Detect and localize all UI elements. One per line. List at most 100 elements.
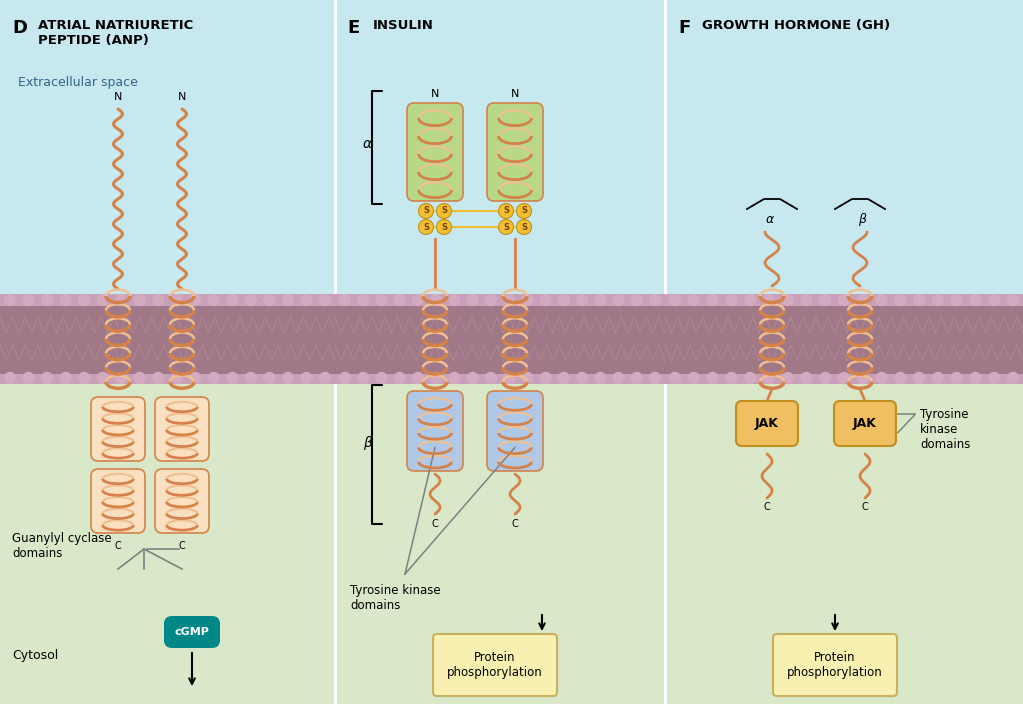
Circle shape — [857, 294, 869, 306]
Text: F: F — [678, 19, 691, 37]
Text: C: C — [763, 502, 770, 512]
Circle shape — [449, 294, 460, 306]
Circle shape — [418, 220, 434, 234]
Circle shape — [783, 294, 793, 306]
Circle shape — [485, 294, 496, 306]
Circle shape — [839, 372, 849, 384]
Circle shape — [540, 294, 551, 306]
Text: S: S — [521, 206, 527, 215]
Circle shape — [468, 372, 478, 384]
Circle shape — [171, 294, 182, 306]
Circle shape — [60, 294, 71, 306]
Text: D: D — [12, 19, 27, 37]
Circle shape — [801, 294, 812, 306]
Circle shape — [134, 294, 145, 306]
Circle shape — [190, 294, 201, 306]
Circle shape — [24, 372, 34, 384]
Circle shape — [876, 372, 887, 384]
Circle shape — [819, 372, 831, 384]
FancyBboxPatch shape — [335, 372, 665, 384]
Text: N: N — [114, 92, 122, 102]
Circle shape — [376, 294, 387, 306]
FancyBboxPatch shape — [487, 103, 543, 201]
Circle shape — [431, 372, 442, 384]
Circle shape — [1008, 372, 1019, 384]
Circle shape — [932, 294, 943, 306]
Circle shape — [932, 372, 943, 384]
FancyBboxPatch shape — [91, 397, 145, 461]
Circle shape — [631, 294, 642, 306]
Circle shape — [24, 294, 34, 306]
Circle shape — [358, 294, 368, 306]
Circle shape — [412, 372, 424, 384]
Circle shape — [60, 372, 71, 384]
Circle shape — [517, 203, 532, 218]
Text: GROWTH HORMONE (GH): GROWTH HORMONE (GH) — [702, 19, 890, 32]
Text: Cytosol: Cytosol — [12, 649, 58, 662]
Circle shape — [895, 294, 905, 306]
Text: E: E — [347, 19, 359, 37]
Circle shape — [970, 294, 981, 306]
Text: N: N — [178, 92, 186, 102]
Circle shape — [707, 294, 718, 306]
Text: ATRIAL NATRIURETIC
PEPTIDE (ANP): ATRIAL NATRIURETIC PEPTIDE (ANP) — [38, 19, 193, 47]
Circle shape — [282, 294, 294, 306]
Circle shape — [97, 294, 108, 306]
Circle shape — [498, 203, 514, 218]
Circle shape — [319, 294, 330, 306]
FancyBboxPatch shape — [335, 306, 665, 374]
Circle shape — [209, 372, 219, 384]
Circle shape — [613, 294, 624, 306]
Text: cGMP: cGMP — [175, 627, 210, 637]
Circle shape — [876, 294, 887, 306]
Circle shape — [301, 294, 312, 306]
Circle shape — [745, 294, 756, 306]
FancyBboxPatch shape — [665, 306, 1023, 374]
Circle shape — [914, 294, 925, 306]
Circle shape — [951, 372, 963, 384]
FancyBboxPatch shape — [407, 391, 463, 471]
Text: C: C — [432, 519, 439, 529]
FancyBboxPatch shape — [0, 0, 1023, 299]
FancyBboxPatch shape — [487, 391, 543, 471]
Circle shape — [42, 372, 52, 384]
Circle shape — [857, 372, 869, 384]
Circle shape — [498, 220, 514, 234]
Text: S: S — [441, 222, 447, 232]
Text: INSULIN: INSULIN — [373, 19, 434, 32]
Circle shape — [503, 372, 515, 384]
Circle shape — [282, 372, 294, 384]
FancyBboxPatch shape — [0, 294, 335, 306]
Circle shape — [631, 372, 642, 384]
Text: Protein
phosphorylation: Protein phosphorylation — [787, 651, 883, 679]
FancyBboxPatch shape — [834, 401, 896, 446]
Circle shape — [171, 372, 182, 384]
Circle shape — [246, 372, 257, 384]
Circle shape — [358, 372, 368, 384]
Circle shape — [97, 372, 108, 384]
Circle shape — [376, 372, 387, 384]
FancyBboxPatch shape — [0, 372, 335, 384]
Circle shape — [340, 294, 351, 306]
Circle shape — [264, 294, 275, 306]
Circle shape — [763, 294, 774, 306]
Circle shape — [412, 294, 424, 306]
FancyBboxPatch shape — [665, 294, 1023, 306]
Circle shape — [190, 372, 201, 384]
Circle shape — [783, 372, 793, 384]
Circle shape — [970, 372, 981, 384]
Text: S: S — [441, 206, 447, 215]
Circle shape — [4, 372, 15, 384]
Circle shape — [669, 294, 680, 306]
Circle shape — [394, 294, 405, 306]
Text: C: C — [512, 519, 519, 529]
FancyBboxPatch shape — [155, 397, 209, 461]
Circle shape — [209, 294, 219, 306]
Circle shape — [42, 294, 52, 306]
FancyBboxPatch shape — [335, 294, 665, 306]
Text: S: S — [503, 206, 509, 215]
Circle shape — [650, 372, 661, 384]
Circle shape — [577, 372, 587, 384]
Circle shape — [468, 294, 478, 306]
Circle shape — [79, 372, 90, 384]
